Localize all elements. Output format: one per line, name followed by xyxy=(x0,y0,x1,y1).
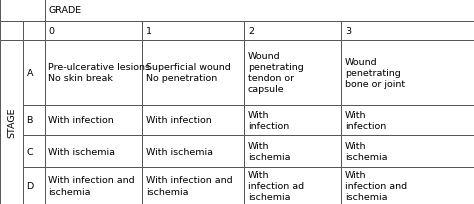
Text: With infection and
ischemia: With infection and ischemia xyxy=(48,176,135,196)
Text: With
ischemia: With ischemia xyxy=(248,141,291,162)
Bar xyxy=(45,105,142,136)
Text: With infection: With infection xyxy=(146,116,212,125)
Bar xyxy=(23,136,45,167)
Bar xyxy=(244,21,341,41)
Text: 1: 1 xyxy=(146,27,152,35)
Bar xyxy=(341,41,474,105)
Bar xyxy=(142,105,244,136)
Bar xyxy=(142,41,244,105)
Bar xyxy=(341,136,474,167)
Bar xyxy=(23,41,45,105)
Bar xyxy=(142,136,244,167)
Bar xyxy=(341,167,474,204)
Text: B: B xyxy=(27,116,33,125)
Text: A: A xyxy=(27,69,33,77)
Text: Wound
penetrating
tendon or
capsule: Wound penetrating tendon or capsule xyxy=(248,52,304,94)
Bar xyxy=(23,167,45,204)
Bar xyxy=(0,41,23,204)
Text: With ischemia: With ischemia xyxy=(48,147,115,156)
Bar xyxy=(244,136,341,167)
Bar xyxy=(341,105,474,136)
Text: C: C xyxy=(27,147,33,156)
Bar xyxy=(341,21,474,41)
Bar xyxy=(244,105,341,136)
Text: Pre-ulcerative lesions
No skin break: Pre-ulcerative lesions No skin break xyxy=(48,63,150,83)
Text: With infection: With infection xyxy=(48,116,114,125)
Text: With ischemia: With ischemia xyxy=(146,147,213,156)
Text: 0: 0 xyxy=(48,27,55,35)
Bar xyxy=(23,105,45,136)
Text: With
ischemia: With ischemia xyxy=(345,141,388,162)
Bar xyxy=(45,41,142,105)
Bar xyxy=(142,167,244,204)
Bar xyxy=(0,0,45,21)
Bar xyxy=(23,21,45,41)
Text: D: D xyxy=(27,181,34,190)
Text: With
infection ad
ischemia: With infection ad ischemia xyxy=(248,170,304,201)
Bar xyxy=(142,21,244,41)
Bar xyxy=(0,21,23,41)
Text: With infection and
ischemia: With infection and ischemia xyxy=(146,176,233,196)
Bar xyxy=(45,167,142,204)
Bar xyxy=(45,21,142,41)
Bar xyxy=(45,0,474,21)
Text: Superficial wound
No penetration: Superficial wound No penetration xyxy=(146,63,231,83)
Text: With
infection: With infection xyxy=(345,110,386,130)
Bar xyxy=(244,167,341,204)
Text: With
infection and
ischemia: With infection and ischemia xyxy=(345,170,407,201)
Text: STAGE: STAGE xyxy=(7,107,16,137)
Text: 2: 2 xyxy=(248,27,254,35)
Text: GRADE: GRADE xyxy=(48,6,82,15)
Bar xyxy=(45,136,142,167)
Text: With
infection: With infection xyxy=(248,110,289,130)
Bar xyxy=(244,41,341,105)
Text: Wound
penetrating
bone or joint: Wound penetrating bone or joint xyxy=(345,57,405,89)
Text: 3: 3 xyxy=(345,27,351,35)
